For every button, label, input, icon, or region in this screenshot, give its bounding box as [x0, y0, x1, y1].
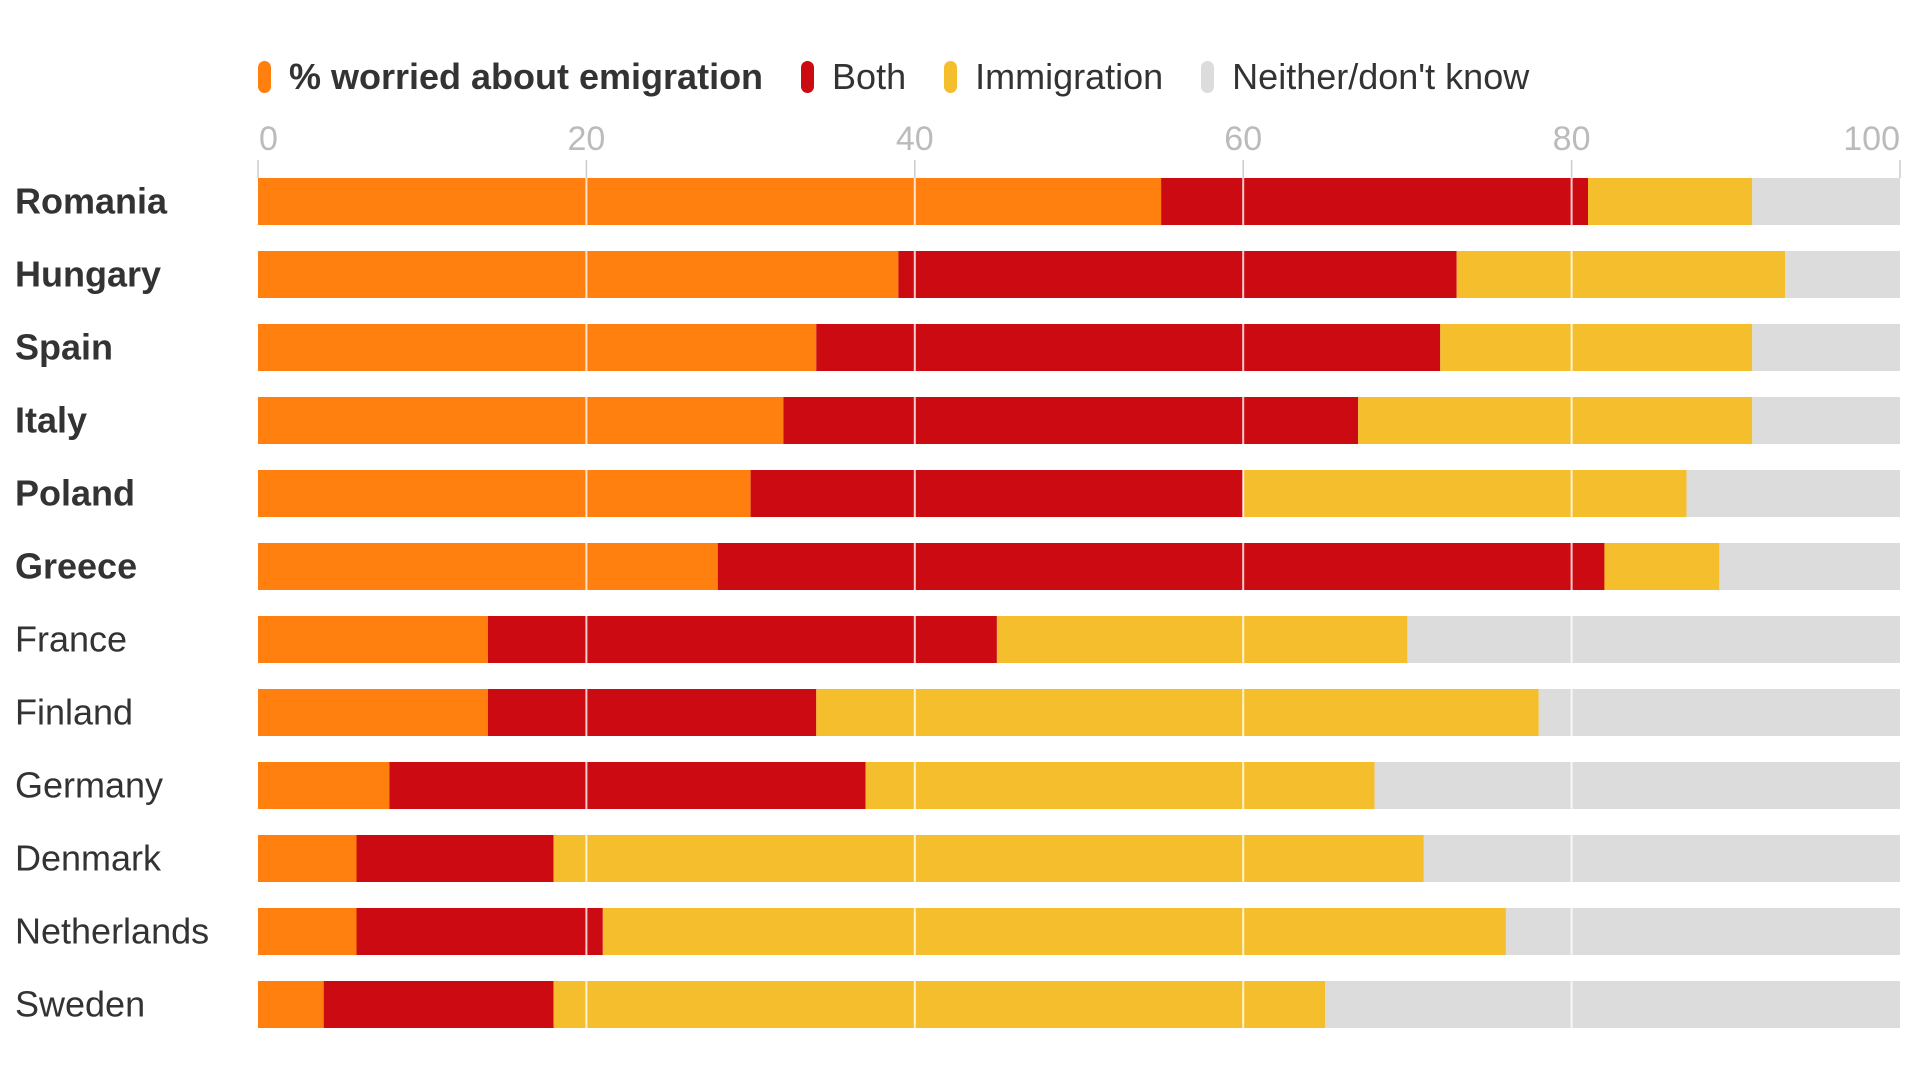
- bar-segment: [1604, 543, 1720, 590]
- bar-segment: [1456, 251, 1786, 298]
- bar-segment: [258, 324, 817, 371]
- bar-segment: [258, 178, 1162, 225]
- x-tick-label: 80: [1553, 120, 1591, 158]
- bar-segment: [1538, 689, 1900, 736]
- category-label: Italy: [15, 400, 87, 441]
- bar-segment: [1785, 251, 1900, 298]
- category-label: Hungary: [15, 254, 161, 295]
- category-label: Finland: [15, 692, 133, 733]
- legend-swatch: [258, 61, 271, 93]
- bar-segment: [750, 470, 1244, 517]
- bar-segment: [258, 251, 899, 298]
- category-label: Denmark: [15, 838, 162, 879]
- bar-segment: [487, 616, 997, 663]
- bar-segment: [783, 397, 1359, 444]
- bar-segment: [356, 835, 554, 882]
- bar-segment: [1440, 324, 1753, 371]
- bar-segment: [258, 908, 357, 955]
- bar-segment: [258, 835, 357, 882]
- legend-item: Neither/don't know: [1201, 56, 1529, 98]
- x-tick-label: 40: [896, 120, 934, 158]
- bar-segment: [258, 543, 718, 590]
- bar-segment: [816, 324, 1441, 371]
- bar-segment: [258, 762, 390, 809]
- bar-segment: [602, 908, 1506, 955]
- bar-segment: [258, 616, 488, 663]
- bar-segment: [487, 689, 817, 736]
- bar-segment: [1752, 324, 1900, 371]
- category-label: Greece: [15, 546, 137, 587]
- bar-segment: [258, 981, 324, 1028]
- x-tick-label: 20: [567, 120, 605, 158]
- bar-segment: [717, 543, 1605, 590]
- x-tick-label: 60: [1224, 120, 1262, 158]
- bar-segment: [1423, 835, 1900, 882]
- legend-label: Both: [832, 56, 907, 97]
- legend-swatch: [801, 61, 815, 93]
- bar-segment: [1686, 470, 1900, 517]
- legend-swatch: [1201, 61, 1215, 93]
- bar-segment: [865, 762, 1375, 809]
- bar-segment: [1752, 178, 1900, 225]
- legend-label: Neither/don't know: [1232, 56, 1530, 97]
- x-tick-label: 100: [1843, 120, 1900, 158]
- category-label: Poland: [15, 473, 135, 514]
- bar-segment: [356, 908, 603, 955]
- bar-segment: [1407, 616, 1900, 663]
- bar-segment: [816, 689, 1539, 736]
- bar-segment: [258, 470, 751, 517]
- bar-segment: [1325, 981, 1900, 1028]
- bar-segment: [553, 835, 1424, 882]
- category-label: Sweden: [15, 984, 145, 1025]
- bar-segment: [1358, 397, 1753, 444]
- bar-segment: [1588, 178, 1753, 225]
- category-label: Germany: [15, 765, 163, 806]
- bar-segment: [1161, 178, 1589, 225]
- category-label: Spain: [15, 327, 113, 368]
- chart-legend: % worried about emigration Both Immigratio…: [258, 52, 1567, 102]
- bar-segment: [389, 762, 866, 809]
- bar-segment: [1719, 543, 1900, 590]
- bar-segment: [1243, 470, 1687, 517]
- legend-label: Immigration: [975, 56, 1164, 97]
- category-label: Netherlands: [15, 911, 209, 952]
- legend-item: % worried about emigration: [258, 56, 763, 98]
- bar-segment: [323, 981, 554, 1028]
- legend-swatch: [944, 61, 958, 93]
- bar-segment: [258, 689, 488, 736]
- bar-segment: [1752, 397, 1900, 444]
- bar-segment: [553, 981, 1326, 1028]
- legend-item: Immigration: [944, 56, 1163, 98]
- bar-segment: [996, 616, 1408, 663]
- bar-segment: [258, 397, 784, 444]
- x-tick-label: 0: [259, 120, 278, 158]
- bar-segment: [898, 251, 1457, 298]
- bar-segment: [1505, 908, 1900, 955]
- category-label: France: [15, 619, 127, 660]
- legend-label: % worried about emigration: [289, 56, 764, 97]
- category-label: Romania: [15, 181, 168, 222]
- bar-segment: [1374, 762, 1900, 809]
- legend-item: Both: [801, 56, 906, 98]
